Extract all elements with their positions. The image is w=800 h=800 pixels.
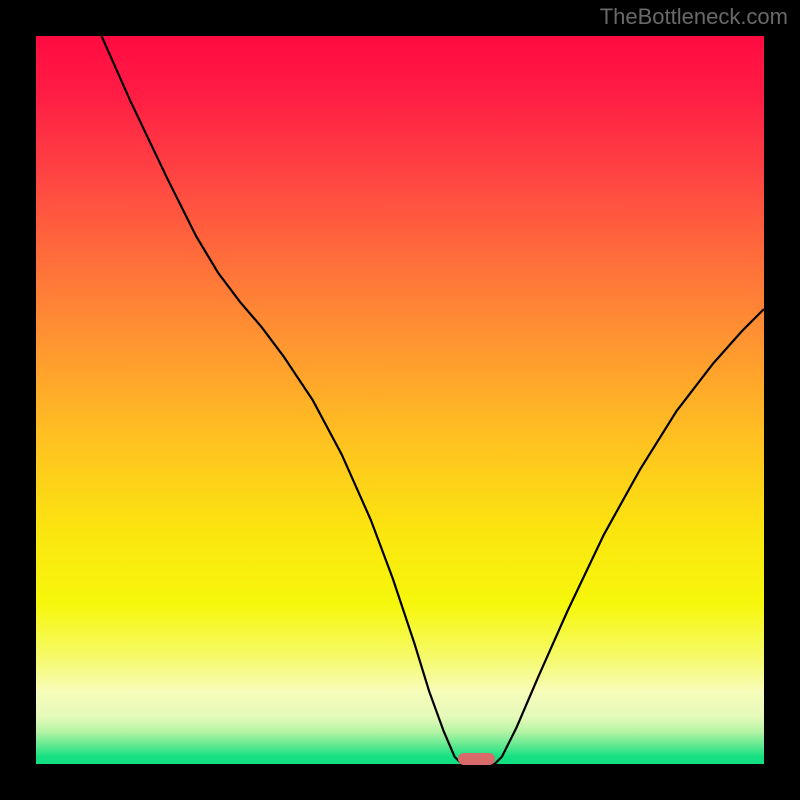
curve-svg — [36, 36, 764, 764]
optimal-marker — [458, 753, 494, 765]
bottleneck-curve — [102, 36, 764, 764]
watermark-text: TheBottleneck.com — [600, 4, 788, 30]
plot-area — [36, 36, 764, 764]
chart-container: TheBottleneck.com — [0, 0, 800, 800]
